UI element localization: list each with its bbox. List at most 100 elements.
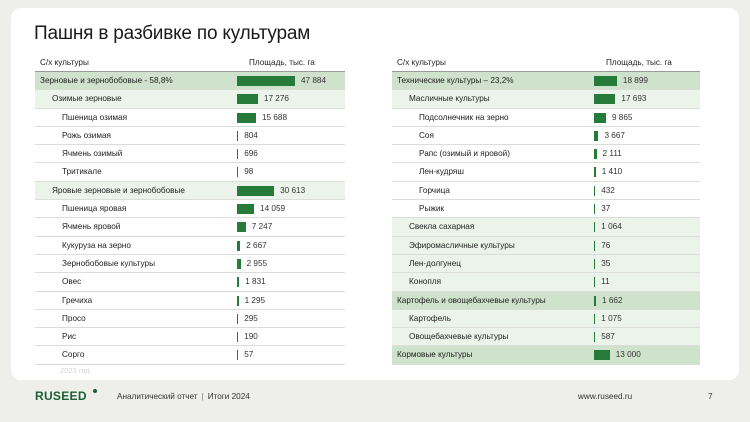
crop-name: Рис bbox=[62, 332, 77, 342]
table-row: Пшеница яровая 14 059 bbox=[35, 200, 345, 219]
crop-name: Овес bbox=[62, 277, 82, 287]
table-row: Рожь озимая 804 bbox=[35, 126, 345, 146]
area-value: 30 613 bbox=[280, 185, 306, 195]
right-crop-table: С/х культуры Площадь, тыс. га Технически… bbox=[392, 54, 700, 365]
area-value: 15 688 bbox=[262, 112, 288, 122]
left-table-header: С/х культуры Площадь, тыс. га bbox=[35, 54, 345, 72]
footer: RUSEED Аналитический отчет | Итоги 2024 ww… bbox=[0, 380, 750, 422]
area-bar bbox=[237, 295, 239, 306]
crop-name: Лен-кудряш bbox=[419, 167, 464, 177]
crop-name: Просо bbox=[62, 313, 86, 323]
left-crop-table: С/х культуры Площадь, тыс. га Зерновые и… bbox=[35, 54, 345, 365]
crop-name: Ячмень яровой bbox=[62, 222, 121, 232]
area-bar bbox=[237, 313, 239, 324]
footer-report-info: Аналитический отчет | Итоги 2024 bbox=[117, 392, 250, 401]
page-number: 7 bbox=[708, 392, 713, 401]
area-value: 9 865 bbox=[611, 112, 633, 122]
area-value: 17 693 bbox=[621, 94, 647, 104]
crop-name: Пшеница озимая bbox=[62, 112, 128, 122]
area-bar bbox=[594, 222, 596, 233]
crop-name: Кормовые культуры bbox=[397, 350, 473, 360]
crop-name: Овощебахчевые культуры bbox=[409, 332, 509, 342]
area-value: 35 bbox=[601, 258, 611, 268]
area-bar bbox=[237, 112, 256, 123]
area-value: 190 bbox=[244, 332, 258, 342]
left-table-body: Зерновые и зернобобовые - 58,8% 47 884 Ози… bbox=[35, 72, 345, 365]
table-row: Зерновые и зернобобовые - 58,8% 47 884 bbox=[35, 72, 345, 91]
crop-name: Яровые зерновые и зернобобовые bbox=[52, 185, 185, 195]
area-value: 2 667 bbox=[246, 240, 267, 250]
table-row: Эфиромасличные культуры 76 bbox=[392, 236, 700, 255]
crop-name: Рапс (озимый и яровой) bbox=[419, 149, 510, 159]
area-bar bbox=[594, 277, 596, 288]
area-value: 1 064 bbox=[601, 222, 622, 232]
table-row: Зернобобовые культуры 2 955 bbox=[35, 254, 345, 274]
area-value: 1 662 bbox=[602, 295, 623, 305]
area-value: 13 000 bbox=[615, 350, 641, 360]
table-row: Лен-долгунец 35 bbox=[392, 254, 700, 274]
area-column-header: Площадь, тыс. га bbox=[249, 58, 315, 67]
area-bar bbox=[237, 222, 246, 233]
area-bar bbox=[594, 350, 610, 361]
crop-name: Рыжик bbox=[419, 204, 444, 214]
table-row: Подсолнечник на зерно 9 865 bbox=[392, 108, 700, 127]
table-row: Кормовые культуры 13 000 bbox=[392, 346, 700, 365]
crop-name: Подсолнечник на зерно bbox=[419, 112, 509, 122]
table-row: Просо 295 bbox=[35, 309, 345, 329]
area-value: 11 bbox=[601, 277, 610, 287]
table-row: Картофель и овощебахчевые культуры 1 662 bbox=[392, 291, 700, 310]
area-value: 57 bbox=[244, 350, 254, 360]
table-row: Сорго 57 bbox=[35, 346, 345, 365]
table-row: Свекла сахарная 1 064 bbox=[392, 218, 700, 237]
footer-report-label: Аналитический отчет bbox=[117, 392, 198, 401]
area-bar bbox=[237, 130, 239, 141]
crop-name: Пшеница яровая bbox=[62, 204, 127, 214]
right-table-body: Технические культуры – 23,2% 18 899 Маслич… bbox=[392, 72, 700, 365]
table-row: Картофель 1 075 bbox=[392, 309, 700, 329]
area-bar bbox=[237, 204, 255, 215]
table-row: Озимые зерновые 17 276 bbox=[35, 90, 345, 109]
area-value: 696 bbox=[244, 149, 258, 159]
table-row: Рапс (озимый и яровой) 2 111 bbox=[392, 145, 700, 164]
crop-name: Картофель bbox=[409, 313, 451, 323]
crop-name: Гречиха bbox=[62, 295, 93, 305]
area-value: 47 884 bbox=[301, 76, 327, 85]
area-bar bbox=[237, 258, 241, 269]
area-value: 295 bbox=[244, 313, 258, 323]
table-row: Горчица 432 bbox=[392, 181, 700, 201]
table-row: Тритикале 98 bbox=[35, 163, 345, 182]
crop-column-header: С/х культуры bbox=[397, 58, 446, 67]
crop-name: Конопля bbox=[409, 277, 442, 287]
area-bar bbox=[594, 313, 596, 324]
crop-name: Лен-долгунец bbox=[409, 258, 461, 268]
area-bar bbox=[594, 167, 596, 178]
crop-name: Озимые зерновые bbox=[52, 94, 122, 104]
area-bar bbox=[237, 350, 239, 361]
table-row: Рыжик 37 bbox=[392, 200, 700, 219]
table-row: Гречиха 1 295 bbox=[35, 291, 345, 310]
logo-dot-icon bbox=[93, 389, 97, 393]
area-bar bbox=[594, 240, 596, 251]
area-value: 17 276 bbox=[263, 94, 289, 104]
table-row: Пшеница озимая 15 688 bbox=[35, 108, 345, 127]
table-row: Овощебахчевые культуры 587 bbox=[392, 328, 700, 347]
footer-url[interactable]: www.ruseed.ru bbox=[578, 392, 633, 401]
area-bar bbox=[594, 149, 597, 160]
table-row: Лен-кудряш 1 410 bbox=[392, 163, 700, 182]
area-value: 1 410 bbox=[601, 167, 623, 177]
area-value: 587 bbox=[601, 332, 615, 342]
table-row: Масличные культуры 17 693 bbox=[392, 90, 700, 109]
area-bar bbox=[237, 167, 239, 178]
crop-name: Кукуруза на зерно bbox=[62, 240, 131, 250]
area-bar bbox=[237, 94, 258, 105]
crop-name: Тритикале bbox=[62, 167, 102, 177]
area-column-header: Площадь, тыс. га bbox=[606, 58, 672, 67]
crop-name: Масличные культуры bbox=[409, 94, 490, 104]
area-value: 37 bbox=[601, 204, 611, 214]
area-value: 804 bbox=[244, 130, 258, 140]
crop-name: Ячмень озимый bbox=[62, 149, 123, 159]
area-value: 432 bbox=[601, 185, 615, 195]
crop-name: Картофель и овощебахчевые культуры bbox=[397, 295, 546, 305]
area-value: 1 831 bbox=[245, 277, 266, 287]
area-bar bbox=[594, 295, 596, 306]
